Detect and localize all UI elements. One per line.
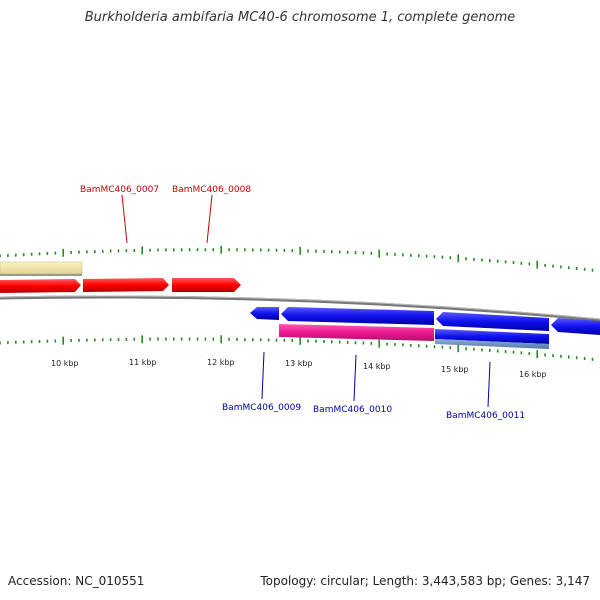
leader-line-BamMC406_0010	[353, 354, 357, 402]
leader-line-BamMC406_0009	[261, 351, 265, 400]
chromosome-backbone-highlight	[0, 295, 600, 320]
leader-line-BamMC406_0008	[206, 194, 213, 244]
gene-feature-partial-tan-shadow	[0, 274, 82, 276]
leader-line-BamMC406_0011	[487, 361, 491, 408]
gene-arrow-reverse-partial[interactable]	[551, 318, 600, 335]
upper-tick-row	[0, 245, 594, 272]
gene-arrow-BamMC406_0009[interactable]	[250, 307, 279, 320]
gene-label-BamMC406_0010[interactable]: BamMC406_0010	[313, 405, 392, 415]
cds-feature-pink[interactable]	[279, 324, 434, 341]
tick-label-14kbp: 14 kbp	[363, 362, 391, 371]
genome-summary-text: Topology: circular; Length: 3,443,583 bp…	[260, 574, 590, 588]
gene-label-BamMC406_0007[interactable]: BamMC406_0007	[80, 185, 159, 195]
gene-arrow-BamMC406_0010[interactable]	[281, 307, 434, 325]
tick-label-10kbp: 10 kbp	[51, 359, 79, 368]
gene-label-BamMC406_0009[interactable]: BamMC406_0009	[222, 403, 301, 413]
gene-arrow-forward-partial[interactable]	[0, 279, 81, 293]
tick-label-13kbp: 13 kbp	[285, 359, 313, 368]
gene-arrow-BamMC406_0007[interactable]	[83, 278, 169, 292]
gene-label-BamMC406_0011[interactable]: BamMC406_0011	[446, 411, 525, 421]
tick-label-16kbp: 16 kbp	[519, 370, 547, 379]
tick-label-15kbp: 15 kbp	[441, 365, 469, 374]
gene-label-BamMC406_0008[interactable]: BamMC406_0008	[172, 185, 251, 195]
accession-text: Accession: NC_010551	[8, 574, 145, 588]
tick-label-11kbp: 11 kbp	[129, 358, 157, 367]
map-title: Burkholderia ambifaria MC40-6 chromosome…	[84, 10, 516, 25]
cds-feature-steel[interactable]	[435, 339, 549, 349]
tick-label-12kbp: 12 kbp	[207, 358, 235, 367]
gene-arrow-BamMC406_0008[interactable]	[172, 278, 241, 292]
lower-tick-row	[0, 335, 594, 361]
leader-line-BamMC406_0007	[121, 194, 128, 244]
gene-arrow-BamMC406_0011[interactable]	[436, 312, 549, 331]
gene-feature-partial-tan[interactable]	[0, 261, 83, 275]
chromosome-backbone	[0, 295, 600, 322]
